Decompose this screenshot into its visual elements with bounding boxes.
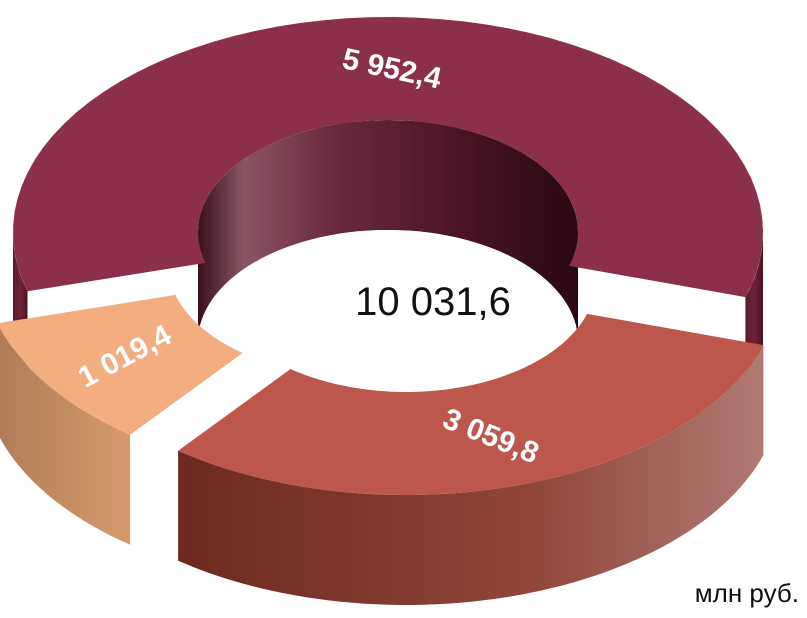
total-value: 10 031,6	[355, 280, 511, 324]
slice-side	[178, 345, 764, 605]
hole-wall	[198, 120, 578, 342]
slice-side	[0, 327, 131, 545]
donut-slices	[0, 17, 764, 495]
slice-3	[0, 294, 243, 435]
unit-label: млн руб.	[694, 578, 799, 608]
slice-1	[13, 17, 763, 298]
slice-2	[178, 313, 764, 495]
